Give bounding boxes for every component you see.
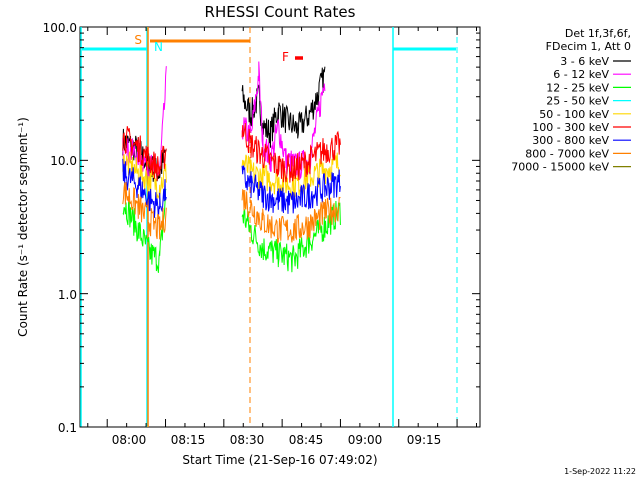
legend-entry-label: 100 - 300 keV: [532, 121, 609, 134]
plot-frame: [79, 26, 481, 428]
legend-header-line-1: Det 1f,3f,6f,: [565, 27, 631, 40]
series-800-7000-kev: [122, 181, 341, 244]
legend-entry-label: 300 - 800 keV: [532, 134, 609, 147]
legend-entry-label: 25 - 50 keV: [546, 95, 609, 108]
x-tick-label: 08:30: [230, 433, 265, 447]
legend-entry-label: 800 - 7000 keV: [525, 147, 609, 160]
legend: Det 1f,3f,6f, FDecim 1, Att 0 3 - 6 keV6…: [511, 27, 631, 174]
x-tick-label: 08:00: [112, 433, 147, 447]
annotation-f: F: [282, 50, 289, 64]
series-line: [122, 188, 341, 273]
legend-entry-label: 3 - 6 keV: [560, 55, 609, 68]
legend-entry-label: 50 - 100 keV: [539, 108, 609, 121]
chart-title: RHESSI Count Rates: [205, 3, 356, 21]
legend-entry-label: 7000 - 15000 keV: [511, 161, 609, 174]
x-axis: 08:00 08:15 08:30 08:45 09:00 09:15: [87, 27, 478, 447]
series-300-800-kev: [122, 158, 341, 220]
x-tick-label: 08:15: [171, 433, 206, 447]
legend-entry-label: 12 - 25 keV: [546, 81, 609, 94]
series-line: [122, 181, 341, 244]
series-12-25-kev: [122, 188, 341, 273]
series-line: [122, 122, 341, 183]
x-tick-label: 09:00: [348, 433, 383, 447]
series-100-300-kev: [122, 122, 341, 183]
series-layer: [122, 61, 341, 273]
y-tick-label: 100.0: [43, 21, 77, 35]
annotation-n: N: [154, 40, 163, 54]
x-tick-label: 09:15: [407, 433, 442, 447]
legend-entry-label: 6 - 12 keV: [553, 68, 609, 81]
y-tick-label: 10.0: [50, 154, 77, 168]
series-line: [122, 158, 341, 220]
x-tick-label: 08:45: [289, 433, 324, 447]
y-tick-label: 1.0: [58, 288, 77, 302]
y-tick-label: 0.1: [58, 421, 77, 435]
y-axis: 0.1 1.0 10.0 100.0: [43, 21, 480, 435]
footer-timestamp: 1-Sep-2022 11:22: [564, 467, 636, 476]
legend-header-line-2: FDecim 1, Att 0: [546, 40, 631, 53]
annotation-s: S: [134, 33, 142, 47]
y-axis-title: Count Rate (s⁻¹ detector segment⁻¹): [16, 117, 30, 337]
x-axis-title: Start Time (21-Sep-16 07:49:02): [182, 453, 377, 467]
